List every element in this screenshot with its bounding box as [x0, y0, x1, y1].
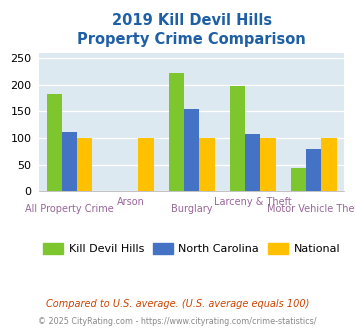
Bar: [169, 73, 184, 191]
Text: Larceny & Theft: Larceny & Theft: [214, 197, 292, 207]
Legend: Kill Devil Hills, North Carolina, National: Kill Devil Hills, North Carolina, Nation…: [39, 239, 345, 258]
Bar: [291, 168, 306, 191]
Text: Compared to U.S. average. (U.S. average equals 100): Compared to U.S. average. (U.S. average …: [46, 299, 309, 309]
Text: All Property Crime: All Property Crime: [25, 204, 114, 214]
Bar: [77, 138, 92, 191]
Bar: [261, 138, 275, 191]
Bar: [200, 138, 214, 191]
Text: Arson: Arson: [117, 197, 144, 207]
Text: Burglary: Burglary: [171, 204, 212, 214]
Bar: [184, 109, 200, 191]
Bar: [306, 149, 322, 191]
Bar: [138, 138, 153, 191]
Bar: [230, 86, 245, 191]
Text: Motor Vehicle Theft: Motor Vehicle Theft: [267, 204, 355, 214]
Bar: [47, 94, 62, 191]
Bar: [62, 132, 77, 191]
Title: 2019 Kill Devil Hills
Property Crime Comparison: 2019 Kill Devil Hills Property Crime Com…: [77, 13, 306, 48]
Bar: [322, 138, 337, 191]
Bar: [245, 134, 261, 191]
Text: © 2025 CityRating.com - https://www.cityrating.com/crime-statistics/: © 2025 CityRating.com - https://www.city…: [38, 317, 317, 326]
